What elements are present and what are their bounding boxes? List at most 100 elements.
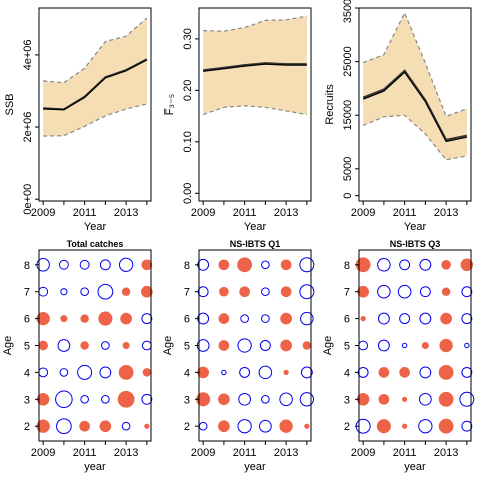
y-tick-label: 4 [344, 367, 350, 379]
negative-residual-bubble [259, 340, 271, 351]
positive-residual-bubble [280, 312, 292, 325]
negative-residual-bubble [197, 286, 209, 298]
positive-residual-bubble [378, 367, 390, 378]
x-tick-label: 2013 [434, 447, 458, 459]
y-axis-label: Age [322, 336, 334, 356]
positive-residual-bubble [399, 367, 410, 378]
y-axis-label: SSB [4, 93, 16, 115]
negative-residual-bubble [261, 314, 270, 323]
negative-residual-bubble [300, 366, 313, 379]
plot-frame [198, 7, 312, 202]
positive-residual-bubble [99, 420, 112, 433]
y-tick-label: 7 [184, 287, 190, 299]
x-tick-label: 2013 [434, 207, 458, 219]
panel-title: NS-IBTS Q3 [390, 239, 441, 249]
negative-residual-bubble [141, 313, 153, 325]
y-tick-label: 2e+06 [22, 112, 34, 143]
y-axis-label: F̅₃₋₅ [164, 94, 176, 116]
x-tick-label: 2009 [31, 447, 55, 459]
y-tick-label: 6 [24, 314, 30, 326]
negative-residual-bubble [419, 312, 432, 325]
negative-residual-bubble [56, 418, 72, 435]
plot-frame [358, 7, 472, 202]
y-tick-label: 8 [344, 260, 350, 272]
x-axis-label: year [244, 461, 266, 473]
negative-residual-bubble [57, 339, 71, 352]
negative-residual-bubble [399, 259, 411, 271]
panel-title: Total catches [67, 239, 124, 249]
plot-frame [358, 249, 472, 442]
negative-residual-bubble [299, 257, 315, 273]
negative-residual-bubble [237, 338, 252, 353]
positive-residual-bubble [438, 391, 454, 407]
negative-residual-bubble [259, 419, 272, 433]
positive-residual-bubble [402, 423, 408, 429]
y-tick-label: 5 [344, 341, 350, 353]
negative-residual-bubble [237, 419, 252, 434]
positive-residual-bubble [121, 287, 131, 296]
positive-residual-bubble [141, 285, 153, 298]
positive-residual-bubble [219, 286, 229, 297]
positive-residual-bubble [439, 338, 453, 353]
y-tick-label: 15000 [342, 100, 354, 131]
x-tick-label: 2009 [191, 447, 215, 459]
negative-residual-bubble [261, 394, 270, 404]
y-axis-label: Recruits [324, 84, 336, 125]
negative-residual-bubble [80, 394, 89, 404]
negative-residual-bubble [299, 284, 315, 300]
overlay-line [43, 59, 148, 111]
negative-residual-bubble [55, 390, 73, 409]
upper-bound-line [203, 15, 307, 32]
lower-bound-line [362, 114, 467, 161]
confidence-band [43, 18, 147, 137]
negative-residual-bubble [418, 419, 433, 434]
positive-residual-bubble [421, 341, 429, 350]
negative-residual-bubble [279, 392, 293, 407]
x-axis-label: Year [84, 221, 107, 233]
positive-residual-bubble [302, 341, 312, 350]
positive-residual-bubble [80, 341, 89, 350]
positive-residual-bubble [122, 341, 130, 350]
plot-frame [38, 249, 152, 442]
positive-residual-bubble [38, 340, 48, 351]
positive-residual-bubble [280, 259, 292, 271]
estimate-line [203, 62, 307, 72]
negative-residual-bubble [419, 286, 431, 298]
positive-residual-bubble [141, 259, 153, 271]
x-tick-label: 2009 [31, 207, 55, 219]
positive-residual-bubble [378, 393, 390, 405]
negative-residual-bubble [238, 392, 251, 406]
negative-residual-bubble [377, 312, 390, 325]
x-tick-label: 2011 [233, 207, 257, 219]
y-tick-label: 2 [184, 421, 190, 433]
x-axis-label: year [404, 461, 426, 473]
y-tick-label: 25000 [342, 46, 354, 77]
negative-residual-bubble [464, 342, 470, 349]
negative-residual-bubble [99, 259, 111, 271]
negative-residual-bubble [141, 393, 153, 405]
positive-residual-bubble [218, 420, 230, 433]
x-tick-label: 2013 [114, 447, 138, 459]
negative-residual-bubble [397, 284, 412, 299]
positive-residual-bubble [304, 423, 310, 429]
negative-residual-bubble [101, 341, 110, 350]
negative-residual-bubble [299, 392, 314, 407]
negative-residual-bubble [38, 367, 49, 378]
overlay-line [362, 71, 467, 143]
positive-residual-bubble [441, 259, 451, 270]
y-tick-label: 2 [24, 421, 30, 433]
negative-residual-bubble [459, 391, 475, 407]
negative-residual-bubble [99, 366, 112, 379]
y-tick-label: 6 [344, 314, 350, 326]
positive-residual-bubble [60, 315, 68, 323]
negative-residual-bubble [79, 259, 90, 270]
y-tick-label: 5 [24, 341, 30, 353]
x-axis-label: Year [244, 221, 267, 233]
positive-residual-bubble [218, 259, 230, 271]
x-tick-label: 2011 [73, 447, 97, 459]
negative-residual-bubble [358, 340, 369, 351]
plot-frame [38, 7, 152, 202]
positive-residual-bubble [460, 258, 474, 272]
upper-bound-line [362, 11, 468, 118]
x-tick-label: 2009 [351, 447, 375, 459]
